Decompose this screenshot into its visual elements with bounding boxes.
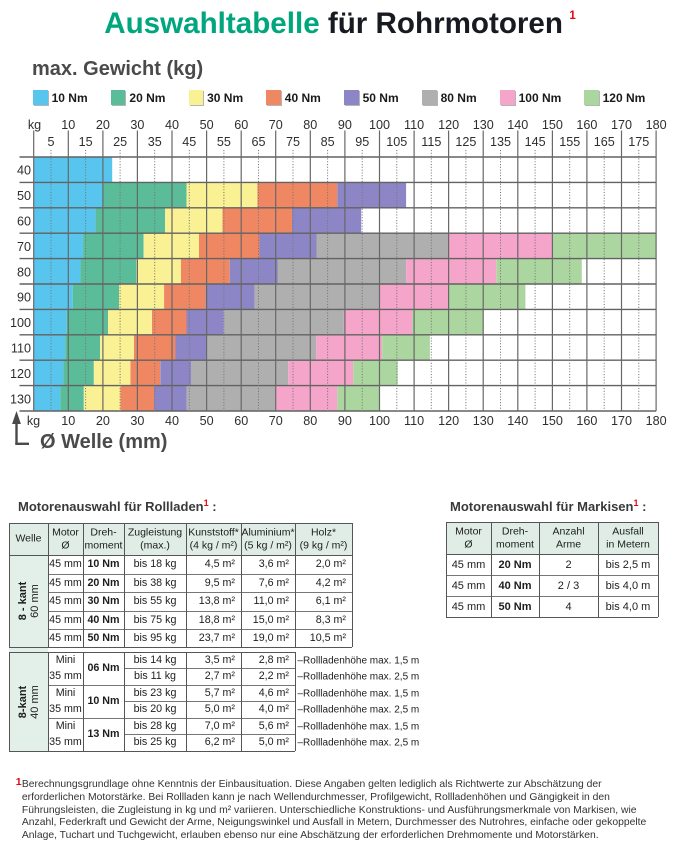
svg-text:90: 90	[17, 291, 31, 305]
svg-text:160: 160	[576, 414, 597, 428]
svg-text:kg: kg	[27, 414, 40, 428]
svg-text:25: 25	[113, 135, 127, 149]
svg-text:30: 30	[130, 414, 144, 428]
svg-text:130: 130	[10, 392, 31, 406]
svg-text:40: 40	[165, 118, 179, 132]
svg-text:40: 40	[165, 414, 179, 428]
svg-text:kg: kg	[28, 118, 41, 132]
svg-text:70: 70	[17, 240, 31, 254]
svg-text:110: 110	[11, 342, 31, 356]
svg-text:150: 150	[542, 414, 563, 428]
svg-text:10: 10	[61, 118, 75, 132]
svg-text:110: 110	[404, 414, 424, 428]
svg-text:180: 180	[646, 414, 667, 428]
svg-text:125: 125	[455, 135, 476, 149]
svg-text:90: 90	[338, 414, 352, 428]
svg-text:30: 30	[130, 118, 144, 132]
svg-text:10: 10	[61, 414, 75, 428]
svg-text:145: 145	[525, 135, 546, 149]
svg-text:130: 130	[473, 118, 494, 132]
svg-text:175: 175	[628, 135, 649, 149]
svg-text:110: 110	[404, 118, 424, 132]
svg-text:135: 135	[490, 135, 511, 149]
svg-text:80: 80	[17, 265, 31, 279]
svg-text:70: 70	[269, 118, 283, 132]
svg-text:120: 120	[438, 118, 459, 132]
svg-text:50: 50	[200, 118, 214, 132]
svg-text:65: 65	[251, 135, 265, 149]
svg-text:80: 80	[303, 414, 317, 428]
svg-text:120: 120	[438, 414, 459, 428]
svg-text:105: 105	[386, 135, 407, 149]
svg-text:120: 120	[10, 367, 31, 381]
svg-text:180: 180	[646, 118, 667, 132]
svg-text:60: 60	[234, 118, 248, 132]
svg-text:130: 130	[473, 414, 494, 428]
svg-text:40: 40	[17, 164, 31, 178]
svg-text:75: 75	[286, 135, 300, 149]
svg-text:20: 20	[96, 414, 110, 428]
svg-text:165: 165	[594, 135, 615, 149]
svg-text:80: 80	[303, 118, 317, 132]
svg-text:60: 60	[234, 414, 248, 428]
svg-text:45: 45	[182, 135, 196, 149]
svg-text:115: 115	[421, 135, 441, 149]
svg-text:170: 170	[611, 414, 632, 428]
svg-text:155: 155	[559, 135, 580, 149]
svg-text:70: 70	[269, 414, 283, 428]
svg-text:5: 5	[47, 135, 54, 149]
svg-text:20: 20	[96, 118, 110, 132]
svg-text:15: 15	[79, 135, 93, 149]
svg-text:160: 160	[576, 118, 597, 132]
svg-text:100: 100	[369, 414, 390, 428]
svg-text:85: 85	[321, 135, 335, 149]
svg-text:95: 95	[355, 135, 369, 149]
svg-text:60: 60	[17, 215, 31, 229]
svg-text:140: 140	[507, 414, 528, 428]
svg-text:170: 170	[611, 118, 632, 132]
svg-text:90: 90	[338, 118, 352, 132]
svg-text:55: 55	[217, 135, 231, 149]
svg-text:50: 50	[200, 414, 214, 428]
svg-text:50: 50	[17, 189, 31, 203]
svg-text:35: 35	[148, 135, 162, 149]
svg-text:150: 150	[542, 118, 563, 132]
svg-text:100: 100	[369, 118, 390, 132]
svg-text:140: 140	[507, 118, 528, 132]
svg-text:100: 100	[10, 316, 31, 330]
